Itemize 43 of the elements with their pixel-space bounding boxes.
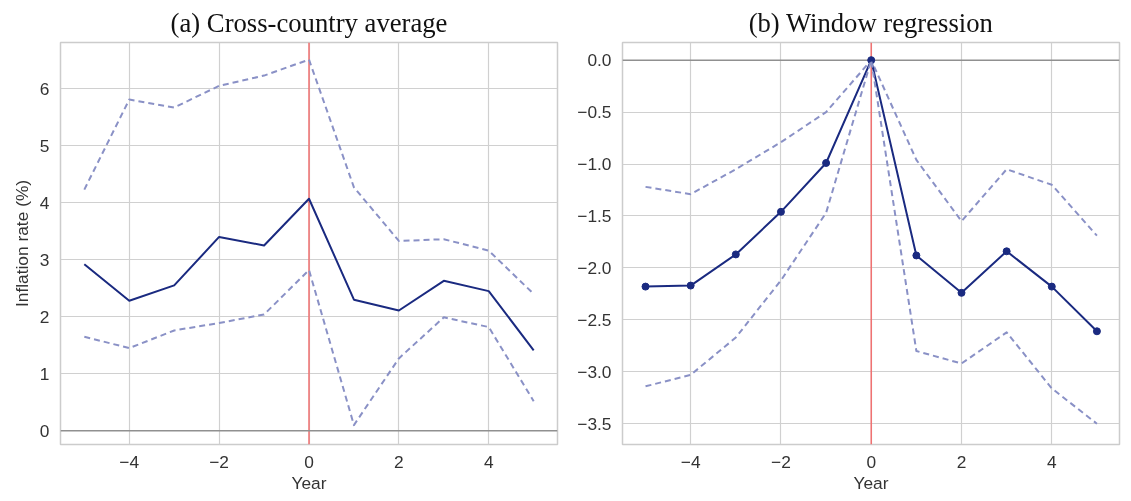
y-tick-label: −2.0 <box>577 257 612 278</box>
line-series <box>83 269 535 427</box>
x-tick-label: 4 <box>483 451 494 472</box>
point <box>686 281 695 290</box>
x-axis-title: Year <box>853 472 889 493</box>
point <box>957 288 966 297</box>
x-tick-label: 0 <box>866 451 877 472</box>
x-tick-label: 4 <box>1046 451 1057 472</box>
y-tick-label: −3.5 <box>577 413 612 434</box>
point <box>912 251 921 260</box>
chart-title: (a) Cross-country average <box>170 7 448 38</box>
point <box>1047 282 1056 291</box>
x-tick-label: −4 <box>119 451 140 472</box>
line-series <box>83 197 535 352</box>
x-tick-label: −2 <box>209 451 230 472</box>
y-tick-label: 5 <box>39 135 50 156</box>
y-tick-label: 0.0 <box>587 50 612 71</box>
point <box>822 159 831 167</box>
point <box>1002 247 1011 256</box>
x-tick-label: −4 <box>680 451 701 472</box>
x-tick-label: 2 <box>956 451 967 472</box>
y-tick-label: 6 <box>39 78 50 99</box>
y-tick-label: −2.5 <box>577 309 612 330</box>
point <box>641 282 650 291</box>
y-tick-label: 0 <box>39 420 50 441</box>
x-tick-label: 2 <box>394 451 404 472</box>
y-tick-label: 4 <box>39 192 50 213</box>
y-axis-title: Inflation rate (%) <box>11 179 32 308</box>
y-tick-label: 2 <box>39 306 50 327</box>
chart-title: (b) Window regression <box>748 7 993 38</box>
x-tick-label: 0 <box>304 451 314 472</box>
line-series <box>83 58 535 295</box>
y-tick-label: −0.5 <box>577 102 612 123</box>
y-tick-label: 1 <box>39 363 50 384</box>
x-axis-title: Year <box>291 472 327 493</box>
point <box>1092 327 1101 336</box>
x-tick-label: −2 <box>771 451 791 472</box>
y-tick-label: −1.5 <box>577 205 612 226</box>
y-tick-label: 3 <box>39 249 50 270</box>
y-tick-label: −1.0 <box>577 154 612 175</box>
point <box>731 250 740 259</box>
point <box>776 207 785 216</box>
y-tick-label: −3.0 <box>577 361 612 382</box>
